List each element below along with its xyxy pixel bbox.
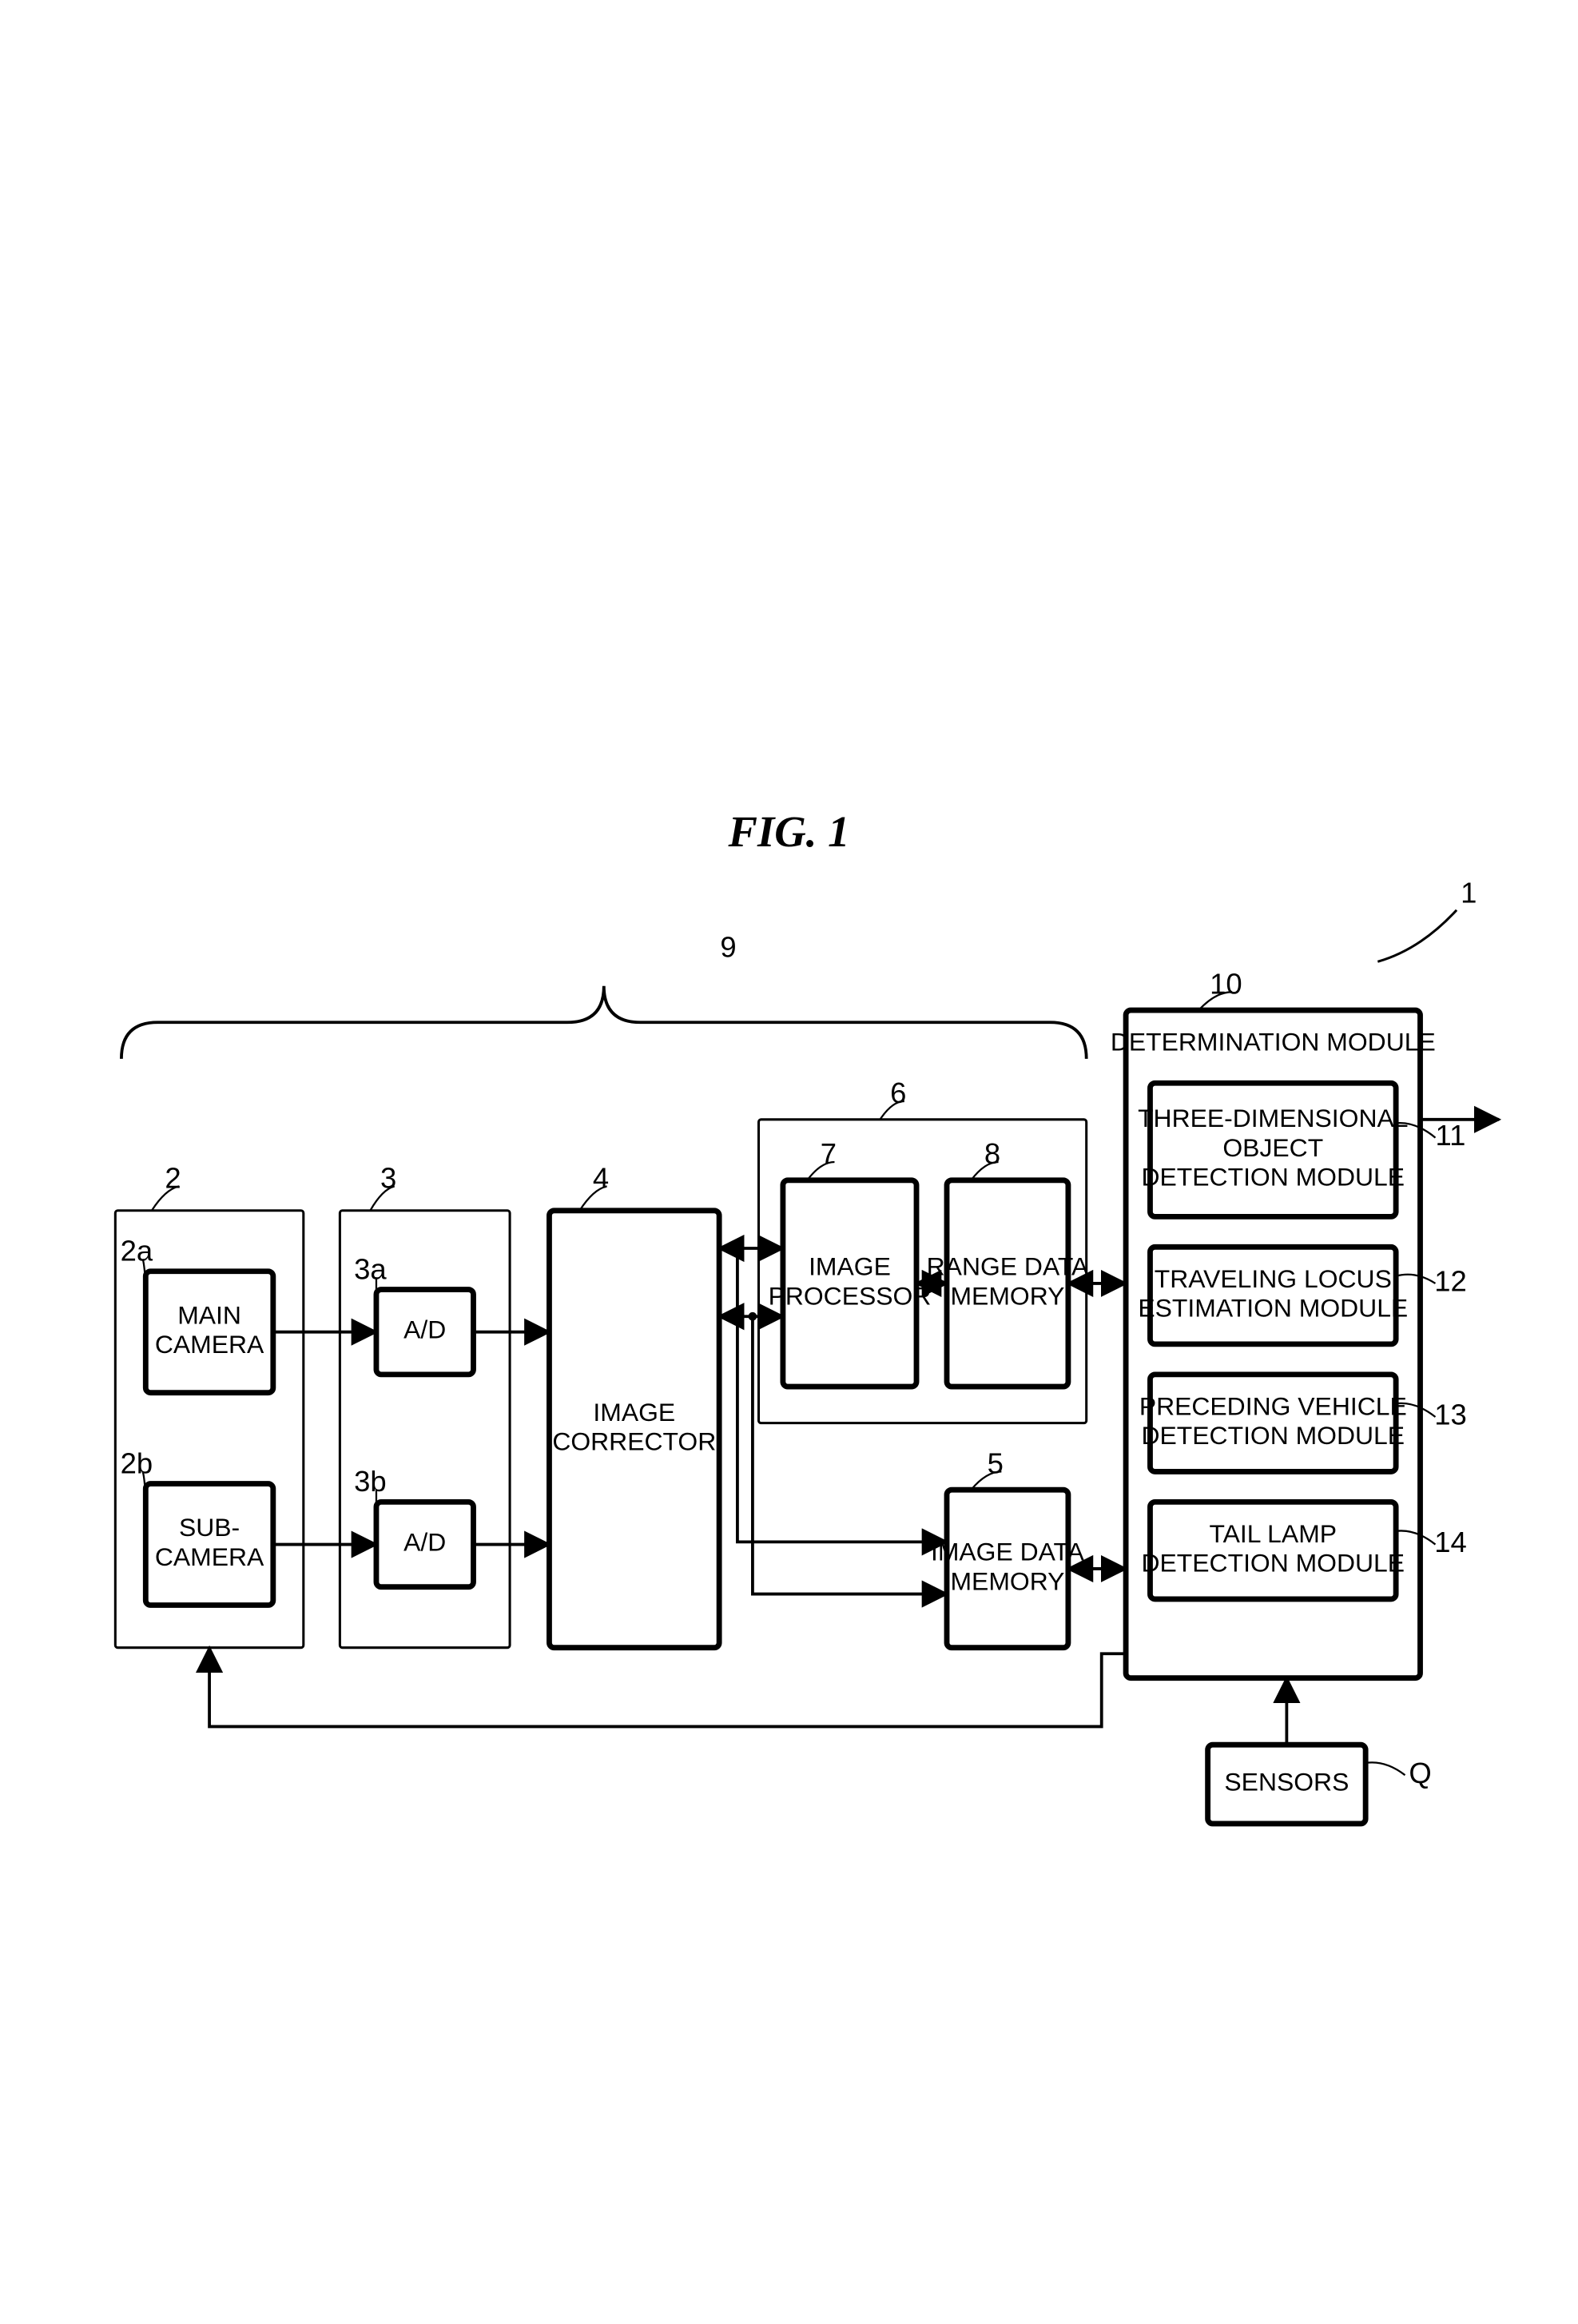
svg-text:IMAGE DATAMEMORY: IMAGE DATAMEMORY [931, 1538, 1085, 1596]
ref-ad_a: 3a [354, 1252, 387, 1285]
ref-ad_b: 3b [354, 1465, 387, 1498]
block-sub_camera: SUB-CAMERA [145, 1484, 273, 1606]
ref-main_camera: 2a [121, 1235, 153, 1267]
svg-text:A/D: A/D [403, 1315, 446, 1344]
ref-sensors: Q [1409, 1757, 1431, 1789]
ref-group9: 9 [720, 931, 736, 964]
ref-system: 1 [1461, 876, 1477, 909]
ref-det_tail: 14 [1434, 1526, 1467, 1558]
block-ad_a: A/D [376, 1290, 474, 1375]
block-det_3d: THREE-DIMENSIONALOBJECTDETECTION MODULE [1138, 1083, 1408, 1216]
block-det_tail: TAIL LAMPDETECTION MODULE [1142, 1502, 1405, 1599]
block-processor: IMAGEPROCESSOR [769, 1180, 932, 1387]
svg-text:DETERMINATION MODULE: DETERMINATION MODULE [1111, 1027, 1436, 1056]
svg-text:PRECEDING VEHICLEDETECTION MOD: PRECEDING VEHICLEDETECTION MODULE [1139, 1392, 1407, 1451]
ref-det_3d: 11 [1436, 1119, 1466, 1152]
ref-det_locus: 12 [1434, 1265, 1467, 1298]
block-range_mem: RANGE DATAMEMORY [927, 1180, 1089, 1387]
ref-det_preceding: 13 [1434, 1399, 1467, 1431]
block-det_preceding: PRECEDING VEHICLEDETECTION MODULE [1139, 1375, 1407, 1472]
svg-text:SENSORS: SENSORS [1224, 1768, 1349, 1797]
svg-text:TRAVELING LOCUSESTIMATION MODU: TRAVELING LOCUSESTIMATION MODULE [1138, 1264, 1408, 1323]
block-sensors: SENSORS [1208, 1745, 1366, 1824]
block-ad_b: A/D [376, 1502, 474, 1586]
ref-det_group: 10 [1210, 967, 1242, 1000]
block-image_mem: IMAGE DATAMEMORY [931, 1490, 1085, 1648]
ref-sub_camera: 2b [121, 1447, 153, 1479]
ref-proc_group: 6 [890, 1076, 906, 1109]
svg-text:A/D: A/D [403, 1528, 446, 1557]
figure-title: FIG. 1 [728, 807, 850, 856]
block-corrector: IMAGECORRECTOR [549, 1211, 719, 1648]
block-main_camera: MAINCAMERA [145, 1271, 273, 1393]
block-det_locus: TRAVELING LOCUSESTIMATION MODULE [1138, 1247, 1408, 1344]
